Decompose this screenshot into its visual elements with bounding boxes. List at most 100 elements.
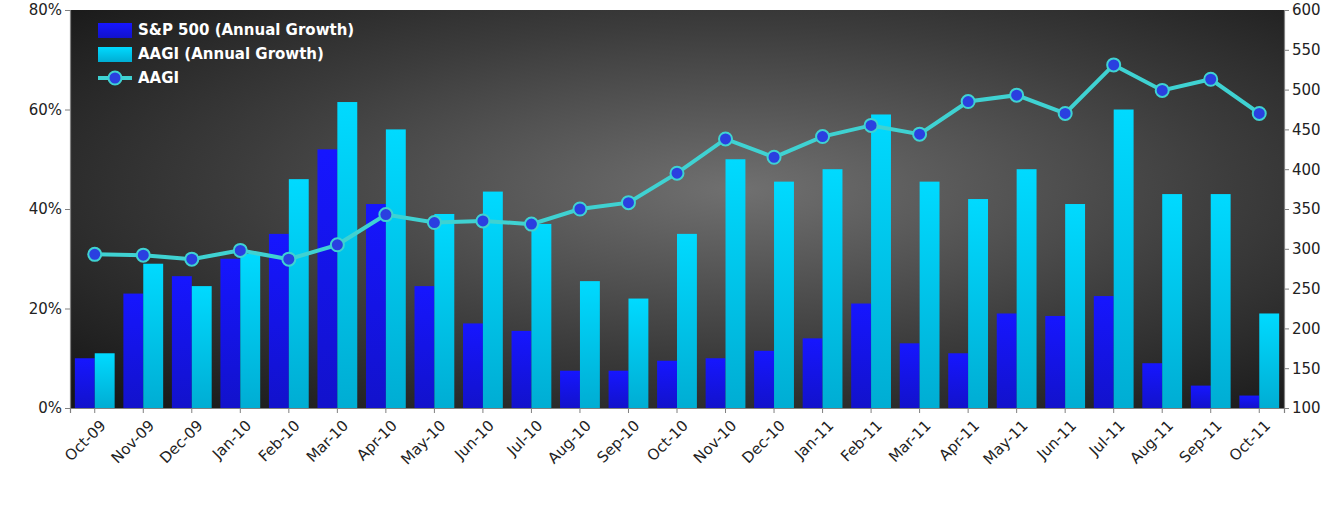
tick: Oct-11 xyxy=(1226,408,1274,465)
tick-mark xyxy=(1284,169,1289,170)
tick-mark xyxy=(1016,408,1017,413)
tick-mark xyxy=(871,408,872,413)
tick-label: Oct-09 xyxy=(61,416,109,464)
tick-mark xyxy=(94,408,95,413)
tick: 150 xyxy=(1284,360,1321,378)
bar xyxy=(434,214,454,408)
marker xyxy=(768,151,781,164)
bar xyxy=(580,281,600,408)
bar xyxy=(143,264,163,408)
marker xyxy=(137,249,150,262)
bar xyxy=(531,224,551,408)
marker xyxy=(816,130,829,143)
tick: 350 xyxy=(1284,200,1321,218)
tick-mark xyxy=(1284,209,1289,210)
bar xyxy=(1162,194,1182,408)
tick-label: Jan-11 xyxy=(790,416,837,463)
tick-label: Apr-10 xyxy=(353,416,401,464)
bar xyxy=(1114,110,1134,409)
tick-label: 350 xyxy=(1292,200,1321,218)
tick-mark xyxy=(65,110,70,111)
plot-background xyxy=(70,10,1284,408)
y2-axis: 100150200250300350400450500550600 xyxy=(1284,1,1321,417)
tick-mark xyxy=(65,209,70,210)
bar xyxy=(1191,386,1211,408)
tick: Jul-11 xyxy=(1085,408,1129,460)
axis-line xyxy=(1285,11,1290,409)
tick-label: Nov-10 xyxy=(690,416,740,466)
tick-label: 300 xyxy=(1292,240,1321,258)
marker xyxy=(234,244,247,257)
bar xyxy=(968,199,988,408)
tick: Jan-10 xyxy=(208,408,255,464)
bar xyxy=(317,149,337,408)
marker xyxy=(1107,58,1120,71)
tick-mark xyxy=(1284,289,1289,290)
tick-mark xyxy=(1284,368,1289,369)
tick-mark xyxy=(1284,90,1289,91)
tick-label: 400 xyxy=(1292,161,1321,179)
tick-mark xyxy=(337,408,338,413)
tick-label: Feb-10 xyxy=(255,416,304,465)
tick: 20% xyxy=(29,300,70,318)
tick: Mar-10 xyxy=(303,408,352,466)
marker xyxy=(573,203,586,216)
tick-label: Aug-11 xyxy=(1126,416,1177,467)
tick: Jan-11 xyxy=(790,408,837,464)
tick-mark xyxy=(1210,408,1211,413)
tick-mark xyxy=(65,309,70,310)
tick-label: Jan-10 xyxy=(208,416,255,463)
marker xyxy=(1204,73,1217,86)
bar xyxy=(366,204,386,408)
tick-mark xyxy=(1284,10,1289,11)
bar xyxy=(803,338,823,408)
marker xyxy=(719,132,732,145)
tick: Jun-10 xyxy=(450,408,497,464)
line xyxy=(95,65,1260,259)
tick-mark xyxy=(1284,249,1289,250)
tick: 600 xyxy=(1284,1,1321,19)
legend-marker xyxy=(109,72,122,85)
bar xyxy=(415,286,435,408)
bar xyxy=(1239,396,1259,408)
tick-label: 0% xyxy=(38,399,62,417)
tick-label: Dec-09 xyxy=(156,416,207,467)
marker xyxy=(428,216,441,229)
tick-label: Feb-11 xyxy=(837,416,886,465)
tick-label: Jul-10 xyxy=(503,416,547,460)
tick-label: Mar-10 xyxy=(303,416,352,465)
legend-item: AAGI (Annual Growth) xyxy=(98,45,324,63)
bar xyxy=(172,276,192,408)
bar xyxy=(337,102,357,408)
tick: 40% xyxy=(29,200,70,218)
tick-mark xyxy=(385,408,386,413)
bar xyxy=(289,179,309,408)
tick: Jun-11 xyxy=(1033,408,1080,464)
tick: 200 xyxy=(1284,320,1321,338)
tick-label: Jun-11 xyxy=(1033,416,1080,463)
bar xyxy=(386,129,406,408)
tick-label: Mar-11 xyxy=(885,416,934,465)
tick-label: 450 xyxy=(1292,121,1321,139)
tick: 550 xyxy=(1284,41,1321,59)
tick: 300 xyxy=(1284,240,1321,258)
tick: 60% xyxy=(29,101,70,119)
legend-swatch xyxy=(98,23,132,38)
marker xyxy=(1059,107,1072,120)
marker xyxy=(476,214,489,227)
tick: Oct-10 xyxy=(643,408,691,465)
bar xyxy=(1211,194,1231,408)
tick: 450 xyxy=(1284,121,1321,139)
bar xyxy=(1045,316,1065,408)
bar xyxy=(823,169,843,408)
tick-mark xyxy=(822,408,823,413)
tick: Nov-10 xyxy=(690,408,740,467)
marker xyxy=(1010,89,1023,102)
tick: Dec-10 xyxy=(738,408,789,467)
tick: Dec-09 xyxy=(156,408,207,467)
bar xyxy=(95,353,115,408)
bar xyxy=(123,294,143,408)
tick-label: Nov-09 xyxy=(108,416,158,466)
tick-label: Dec-10 xyxy=(738,416,789,467)
tick-label: Jun-10 xyxy=(450,416,497,463)
